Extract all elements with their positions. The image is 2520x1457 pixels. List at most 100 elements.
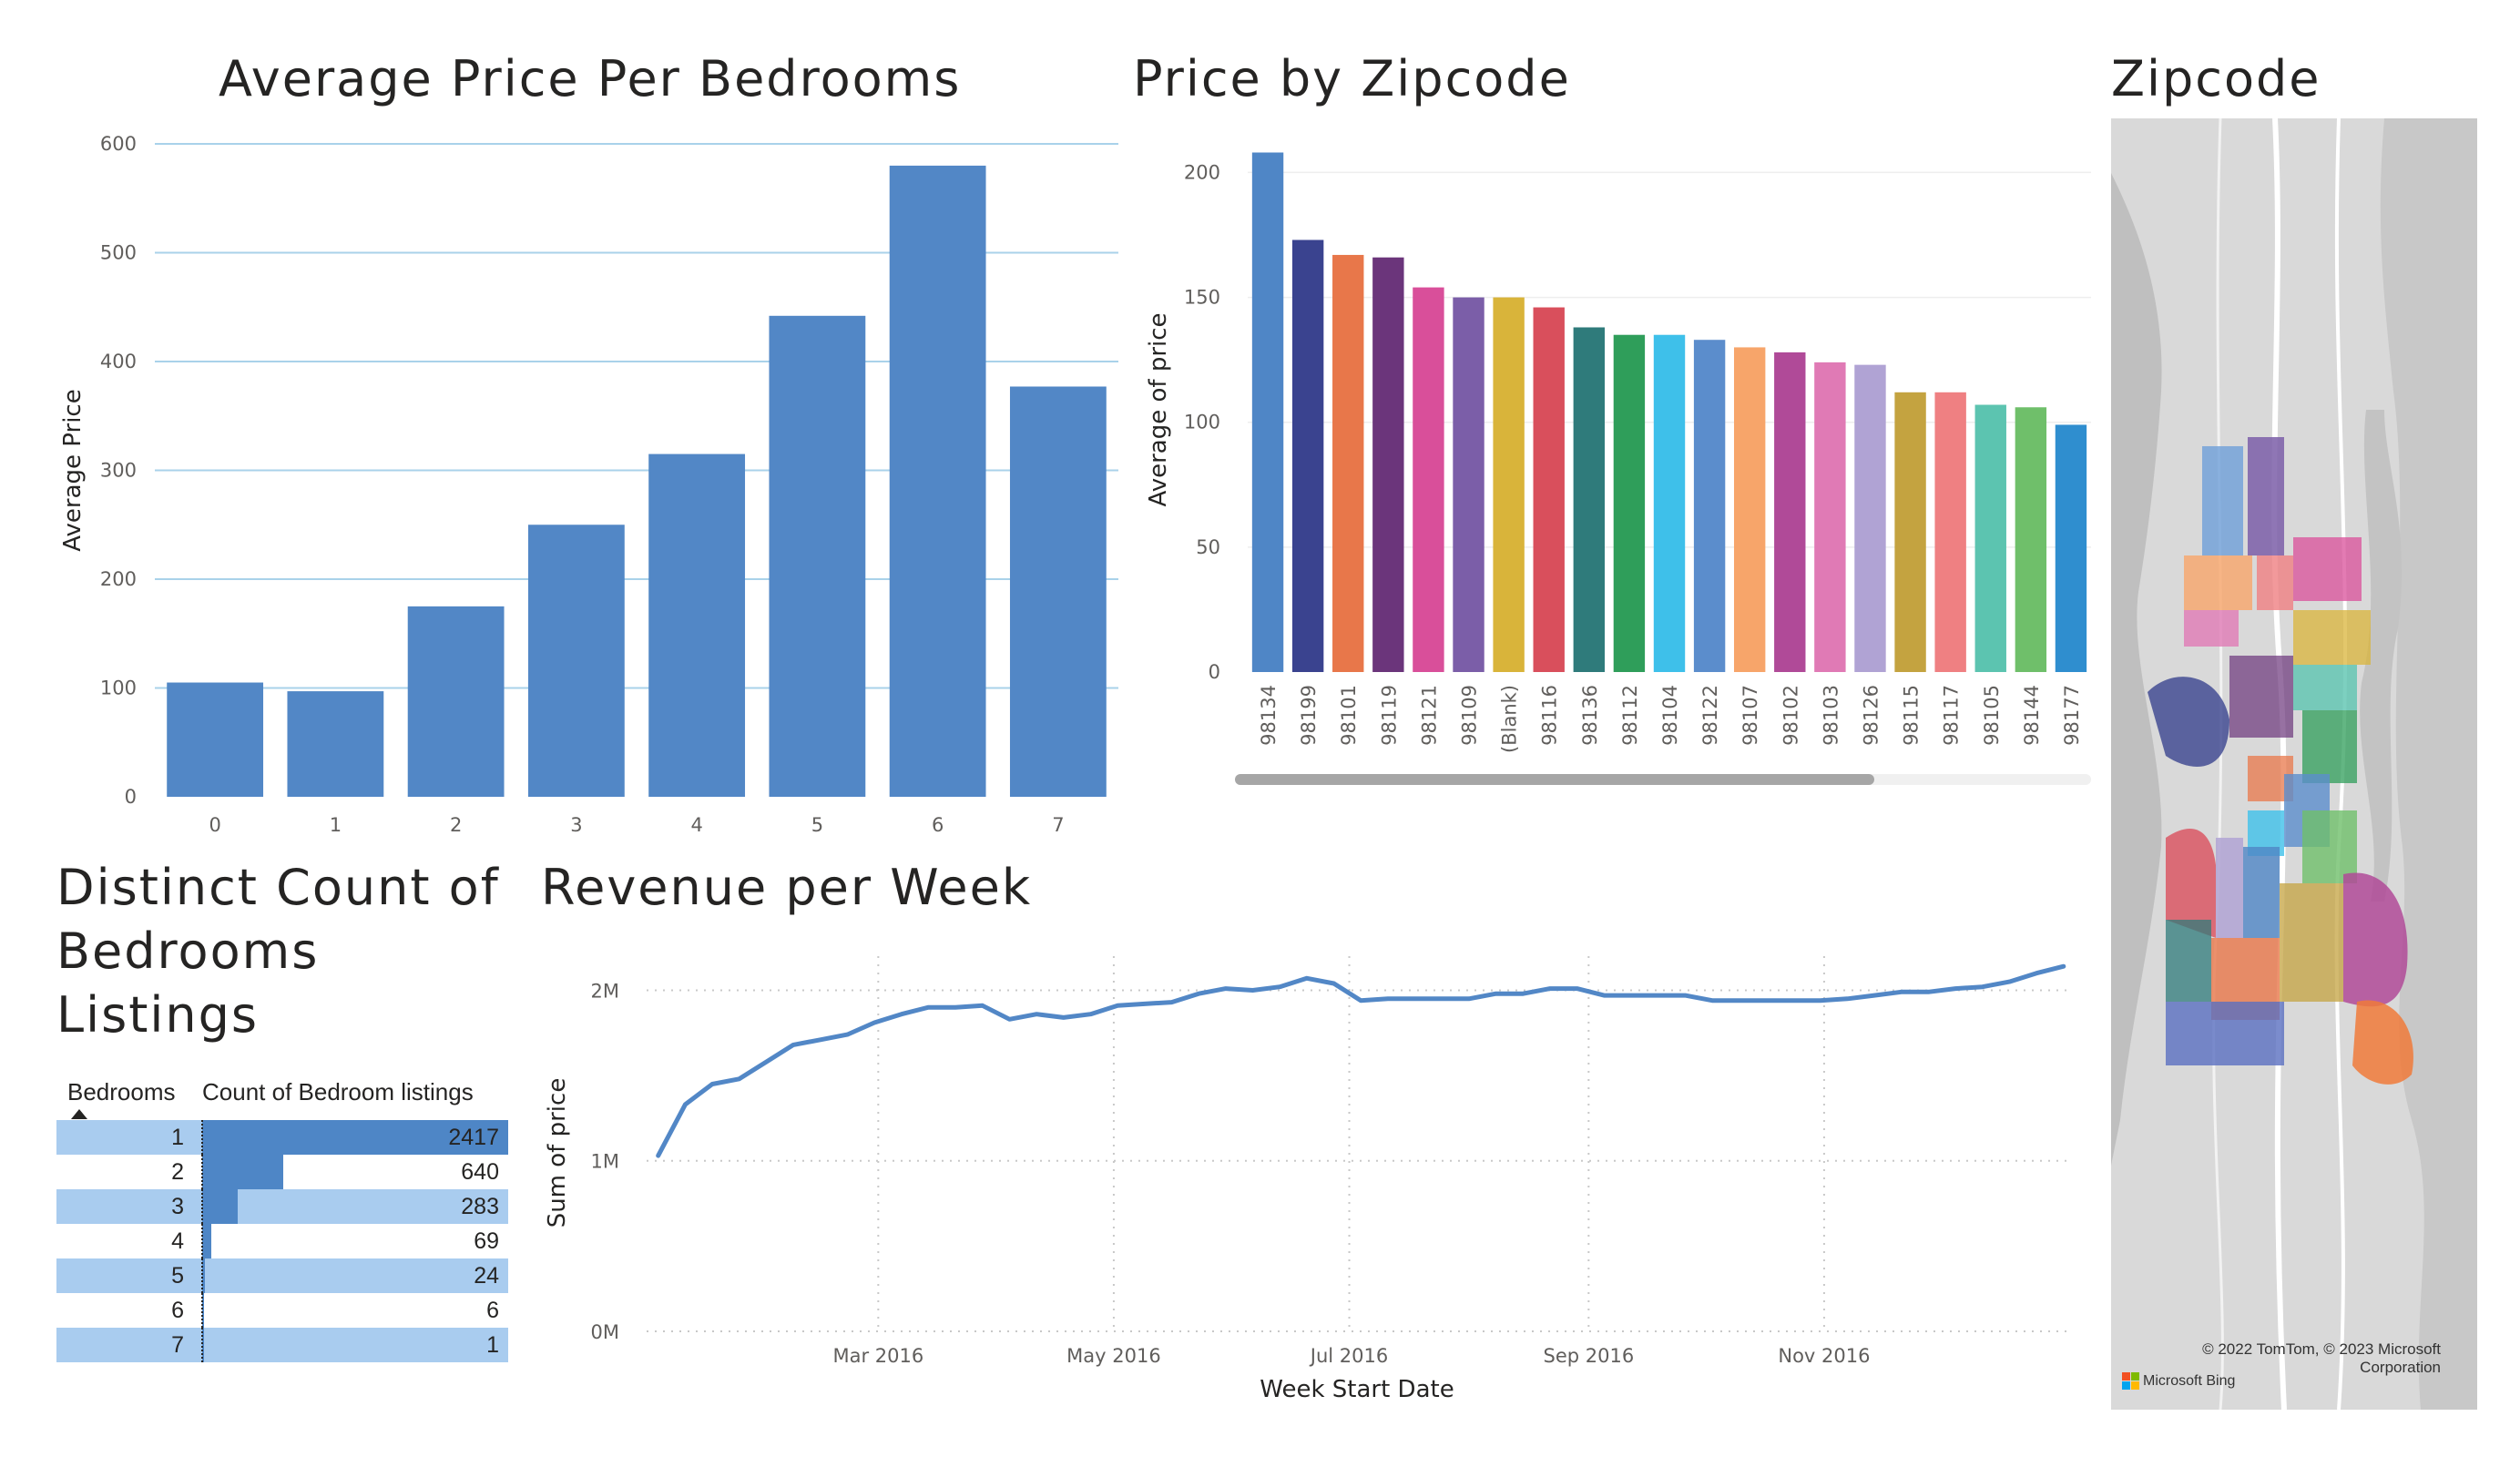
table-row[interactable]: 2 640 (56, 1155, 508, 1189)
y-tick-label: 200 (1184, 161, 1220, 183)
column-divider (201, 1293, 203, 1328)
map-zip-region[interactable] (2184, 610, 2239, 647)
map-zip-region[interactable] (2148, 677, 2229, 767)
map-zip-region[interactable] (2352, 1000, 2413, 1085)
col-header-bedrooms[interactable]: Bedrooms (67, 1078, 176, 1105)
x-tick-label: Sep 2016 (1543, 1345, 1634, 1367)
x-tick-label: 2 (450, 814, 462, 836)
table-row[interactable]: 1 2417 (56, 1120, 508, 1155)
series-line[interactable] (656, 963, 2066, 1158)
bar[interactable] (287, 691, 384, 797)
map-zip-region[interactable] (2293, 537, 2362, 601)
zipcode-scrollbar-thumb[interactable] (1235, 774, 1874, 785)
bar[interactable] (1009, 386, 1107, 797)
map-zip-region[interactable] (2184, 555, 2252, 610)
bing-logo-text: Microsoft Bing (2143, 1372, 2236, 1389)
table-title: Distinct Count of Bedrooms Listings (56, 859, 500, 1044)
cell-bedrooms: 3 (171, 1194, 184, 1219)
x-tick-label: 98116 (1539, 685, 1561, 746)
map-zip-region[interactable] (2166, 1002, 2284, 1065)
map-zip-region[interactable] (2280, 883, 2343, 1002)
bar[interactable] (1332, 254, 1364, 672)
bedrooms-chart-title: Average Price Per Bedrooms (219, 50, 962, 107)
map-zip-region[interactable] (2166, 920, 2211, 1002)
cell-bedrooms: 6 (171, 1298, 184, 1323)
bar[interactable] (2015, 407, 2047, 672)
map-zip-region[interactable] (2257, 555, 2293, 610)
map-zip-region[interactable] (2293, 610, 2371, 665)
bar[interactable] (1251, 152, 1284, 672)
map-zip-region[interactable] (2293, 665, 2357, 710)
bar[interactable] (1413, 287, 1444, 672)
bar[interactable] (1493, 297, 1525, 672)
zipcode-scrollbar-track[interactable] (1235, 774, 2091, 785)
bar[interactable] (527, 525, 625, 797)
sort-ascending-icon[interactable] (71, 1109, 87, 1119)
map-zip-region[interactable] (2243, 847, 2280, 938)
bar[interactable] (1573, 327, 1606, 672)
map-zip-region[interactable] (2229, 656, 2293, 738)
bar[interactable] (1693, 340, 1726, 672)
col-header-count[interactable]: Count of Bedroom listings (202, 1078, 474, 1105)
bar[interactable] (1774, 352, 1806, 672)
map-zip-region[interactable] (2202, 446, 2243, 555)
y-tick-label: 0 (1209, 661, 1220, 683)
column-divider (201, 1224, 203, 1258)
map-zip-region[interactable] (2302, 710, 2357, 783)
bar[interactable] (1733, 347, 1766, 672)
bar[interactable] (1533, 307, 1565, 672)
y-tick-label: 0 (125, 786, 137, 808)
map-zip-region[interactable] (2302, 810, 2357, 883)
bar[interactable] (1974, 404, 2006, 672)
table-row[interactable]: 5 24 (56, 1258, 508, 1293)
zipcode-chart-title: Price by Zipcode (1133, 50, 1571, 107)
x-tick-label: Mar 2016 (832, 1345, 923, 1367)
x-tick-label: 98122 (1699, 685, 1721, 746)
x-tick-label: 98104 (1659, 685, 1681, 746)
map-attribution-line1: © 2022 TomTom, © 2023 Microsoft (2202, 1340, 2441, 1358)
table-row[interactable]: 3 283 (56, 1189, 508, 1224)
map-road-3 (2212, 118, 2224, 1410)
y-tick-label: 150 (1184, 287, 1220, 309)
map-attribution: © 2022 TomTom, © 2023 Microsoft Corporat… (2202, 1340, 2441, 1377)
x-tick-label: 98105 (1981, 685, 2003, 746)
zipcode-map[interactable]: © 2022 TomTom, © 2023 Microsoft Corporat… (2111, 118, 2477, 1410)
map-zip-region[interactable] (2343, 872, 2408, 1007)
y-tick-label: 600 (100, 133, 137, 155)
map-zip-region[interactable] (2216, 838, 2243, 938)
bar[interactable] (648, 453, 746, 797)
bar[interactable] (1453, 297, 1484, 672)
bedroom-listings-table[interactable]: Bedrooms Count of Bedroom listings 1 2417… (56, 1075, 508, 1362)
bar[interactable] (1814, 362, 1846, 672)
map-zip-region[interactable] (2166, 829, 2216, 938)
bar[interactable] (1613, 334, 1646, 672)
x-tick-label: 98126 (1860, 685, 1882, 746)
bar[interactable] (1894, 392, 1926, 672)
map-zip-region[interactable] (2248, 437, 2284, 555)
y-tick-label: 400 (100, 351, 137, 372)
x-tick-label: 98117 (1941, 685, 1963, 746)
column-divider (201, 1120, 203, 1155)
map-canvas (2111, 118, 2477, 1410)
bar[interactable] (1372, 257, 1404, 672)
bar[interactable] (1653, 334, 1686, 672)
x-tick-label: 7 (1052, 814, 1064, 836)
cell-count: 283 (461, 1194, 499, 1219)
zipcode-bar-chart[interactable]: 0 50 100 150 200 98134 98199 98101 98119 98121 981… (1129, 109, 2095, 801)
bar[interactable] (407, 606, 505, 797)
bar[interactable] (1934, 392, 1966, 672)
y-tick-label: 50 (1196, 536, 1220, 558)
bar[interactable] (769, 315, 866, 797)
bar[interactable] (167, 682, 264, 797)
bar[interactable] (1854, 364, 1886, 672)
revenue-line-chart[interactable]: 0M 1M 2M Mar 2016 May 2016 Jul 2016 Sep 2016 No… (528, 947, 2095, 1421)
bar[interactable] (889, 165, 986, 797)
bar[interactable] (1291, 239, 1324, 672)
y-tick-label: 100 (1184, 412, 1220, 433)
bar[interactable] (2055, 424, 2087, 672)
cell-count: 640 (461, 1159, 499, 1185)
table-row[interactable]: 4 69 (56, 1224, 508, 1258)
bedrooms-bar-chart[interactable]: 0 100 200 300 400 500 600 0 1 2 3 4 5 6 7 Average Price (0, 109, 1129, 838)
